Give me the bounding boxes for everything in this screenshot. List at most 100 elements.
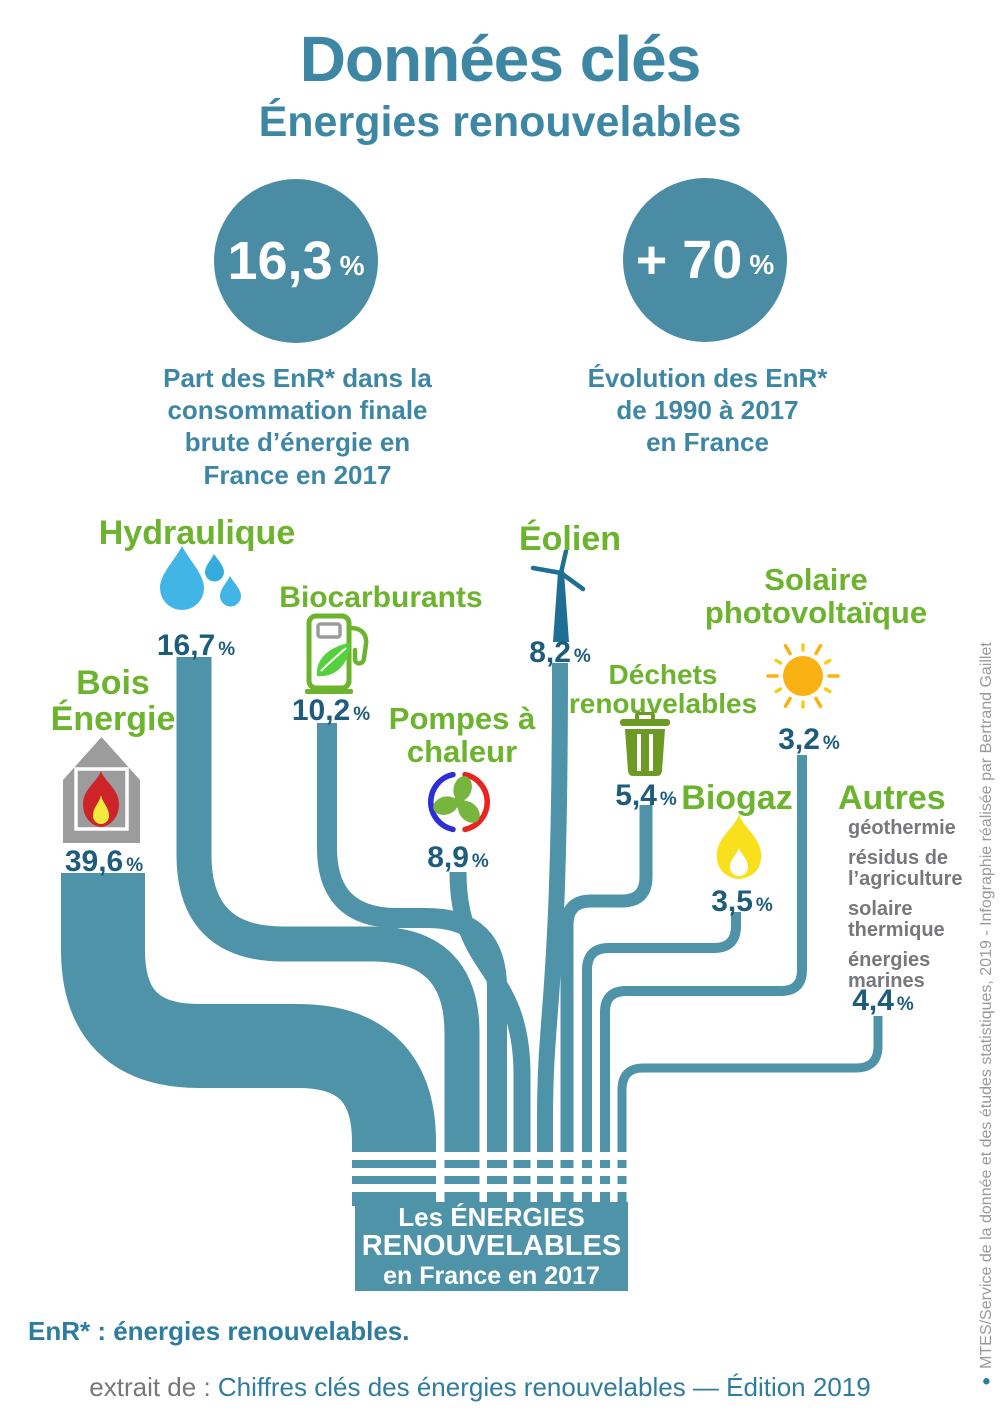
credit-vertical: ● MTES/Service de la donnée et des étude… [978,608,996,1390]
label-hydraulique: Hydraulique [77,514,317,552]
label-line: Biocarburants [279,581,483,614]
label-autres: Autres [838,779,998,817]
bundle-stripes [346,1152,634,1192]
heat-pump-fan-icon [428,771,490,833]
extract-prefix: extrait de : [89,1372,218,1402]
stat-circle-evolution: + 70 % [623,178,787,342]
stream-bois-energie [61,873,436,1206]
sublabel-energies-marines: énergies marines [848,949,931,992]
label-bois-energie: Bois Énergie [13,664,213,738]
page-subtitle: Énergies renouvelables [258,98,742,146]
pct-dechets: 5,4% [586,779,706,813]
label-solaire: Solaire photovoltaïque [696,562,936,630]
pct-value: 10,2 [291,694,351,727]
pct-bois-energie: 39,6% [44,845,164,879]
extract-line: extrait de : Chiffres clés des énergies … [0,1372,960,1403]
label-dechets: Déchets renouvelables [563,660,763,719]
caption-line: Part des EnR* dans la [163,363,432,393]
pct-value: 3,5 [711,885,753,918]
stream-biogaz [582,912,741,1206]
pct-solaire: 3,2% [749,723,869,757]
pct-biogaz: 3,5% [682,885,802,919]
pct-value: 8,2 [529,636,571,669]
stream-solaire [600,755,807,1206]
pct-eolien: 8,2% [500,636,620,670]
stream-hydraulique [176,657,480,1206]
label-line: Biogaz [681,779,793,817]
stream-dechets [560,805,653,1206]
sun-icon [766,643,840,709]
flame-icon [716,814,762,879]
pct-unit: % [659,789,677,810]
label-line: Déchets [608,659,718,690]
pct-unit: % [218,639,236,660]
label-line: Hydraulique [98,514,296,552]
pct-unit: % [126,855,144,876]
destination-box: Les ÉNERGIES RENOUVELABLES en France en … [355,1202,628,1291]
extract-source: Chiffres clés des énergies renouvelables… [217,1372,871,1402]
pct-biocarburants: 10,2% [271,694,391,728]
label-line: Pompes à [388,701,536,736]
box-line: RENOUVELABLES [361,1230,622,1263]
caption-line: de 1990 à 2017 [616,395,799,426]
water-drops-icon [160,546,241,610]
pct-value: 3,2 [778,723,820,756]
wood-house-flame-icon [63,737,140,843]
label-pompes-chaleur: Pompes à chaleur [362,701,562,769]
stat-value: + 70 [635,230,743,290]
caption-line: France en 2017 [203,459,392,490]
pct-unit: % [755,895,773,916]
caption-line: brute d’énergie en [184,427,411,458]
credit-bullet: ● [978,1368,995,1390]
pct-pompes-chaleur: 8,9% [398,841,518,875]
stat-circle-share: 16,3 % [214,179,378,343]
fuel-pump-leaf-icon [305,613,369,694]
sublabel-solaire-thermique: solaire thermique [848,898,945,941]
streams-group [61,657,883,1206]
label-line: Solaire [764,562,868,597]
sublabel-residus: résidus de l’agriculture [848,847,963,890]
pct-hydraulique: 16,7% [136,629,256,663]
label-line: Bois [76,664,150,702]
page-title: Données clés [299,23,702,95]
box-line: Les ÉNERGIES [398,1202,585,1233]
stat-caption-evolution: Évolution des EnR* de 1990 à 2017 en Fra… [535,362,880,459]
pct-value: 16,7 [156,629,216,662]
box-line: en France en 2017 [383,1261,600,1290]
pct-value: 39,6 [64,845,124,878]
pct-value: 4,4 [852,984,894,1017]
stream-biocarburants [317,723,507,1206]
stream-eolien [537,662,568,1206]
wind-turbine-icon [530,550,586,642]
pct-value: 8,9 [427,841,469,874]
label-line: renouvelables [568,688,758,720]
label-biocarburants: Biocarburants [261,582,501,614]
stream-pompes-chaleur [449,871,531,1206]
pct-unit: % [822,733,840,754]
pct-unit: % [896,994,914,1015]
trash-bin-icon [620,712,670,776]
sublabel-geothermie: géothermie [848,817,956,839]
stat-unit: % [339,250,365,281]
caption-line: consommation finale [167,395,428,426]
label-line: Autres [838,779,946,817]
label-line: photovoltaïque [704,594,928,630]
credit-text: MTES/Service de la donnée et des études … [978,642,995,1369]
stream-autres [617,1016,883,1206]
label-line: chaleur [406,733,518,769]
pct-unit: % [353,704,371,725]
pct-autres: 4,4% [823,984,943,1018]
stat-value: 16,3 [227,231,333,291]
label-biogaz: Biogaz [657,779,817,817]
footnote-enr: EnR* : énergies renouvelables. [28,1316,410,1346]
label-line: Énergie [50,699,176,738]
caption-line: Évolution des EnR* [587,363,828,393]
pct-unit: % [471,851,489,872]
label-eolien: Éolien [490,520,650,558]
label-line: Éolien [518,520,622,558]
caption-line: en France [646,427,769,458]
autres-sublabels: géothermie résidus de l’agriculture sola… [848,818,962,1001]
pct-value: 5,4 [615,779,657,812]
